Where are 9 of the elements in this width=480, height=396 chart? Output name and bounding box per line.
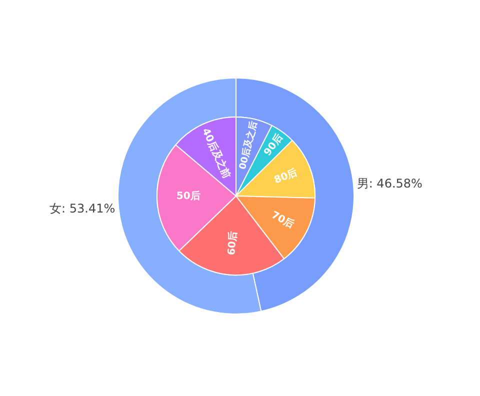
slice-label: 60后 <box>226 230 240 256</box>
slice-label: 90后 <box>261 132 286 158</box>
slice-label: 男: 46.58% <box>356 176 422 190</box>
slice-label: 女: 53.41% <box>50 202 116 216</box>
slice-label: 70后 <box>269 209 296 231</box>
slice-label: 80后 <box>272 166 300 186</box>
slice-label: 40后及之前 <box>199 126 234 180</box>
slice-label: 50后 <box>176 190 200 202</box>
slice-label: 00后及之后 <box>237 120 260 171</box>
